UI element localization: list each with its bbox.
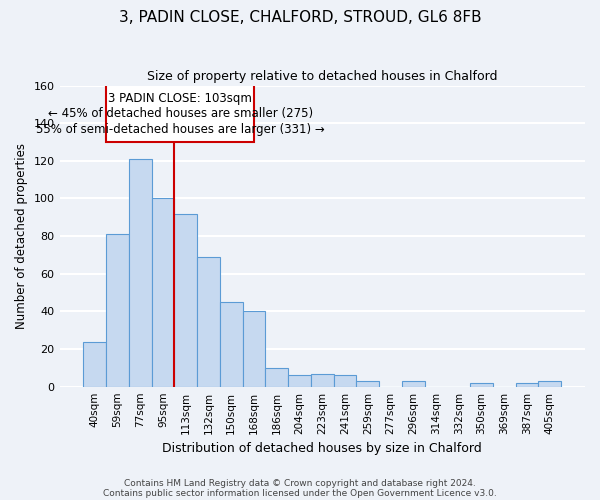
Text: 3, PADIN CLOSE, CHALFORD, STROUD, GL6 8FB: 3, PADIN CLOSE, CHALFORD, STROUD, GL6 8F…: [119, 10, 481, 25]
Bar: [470, 383, 493, 386]
Bar: [175, 214, 197, 386]
Bar: [129, 159, 152, 386]
Bar: [242, 312, 265, 386]
Bar: [152, 198, 175, 386]
Bar: [402, 381, 425, 386]
Text: Contains HM Land Registry data © Crown copyright and database right 2024.: Contains HM Land Registry data © Crown c…: [124, 478, 476, 488]
Bar: [220, 302, 242, 386]
Bar: [538, 381, 561, 386]
Bar: [515, 383, 538, 386]
Bar: [288, 376, 311, 386]
X-axis label: Distribution of detached houses by size in Chalford: Distribution of detached houses by size …: [163, 442, 482, 455]
Bar: [106, 234, 129, 386]
Title: Size of property relative to detached houses in Chalford: Size of property relative to detached ho…: [147, 70, 497, 83]
Text: ← 45% of detached houses are smaller (275): ← 45% of detached houses are smaller (27…: [47, 107, 313, 120]
Bar: [83, 342, 106, 386]
Bar: [311, 374, 334, 386]
Bar: [356, 381, 379, 386]
Y-axis label: Number of detached properties: Number of detached properties: [15, 143, 28, 329]
Text: 55% of semi-detached houses are larger (331) →: 55% of semi-detached houses are larger (…: [36, 123, 325, 136]
Text: 3 PADIN CLOSE: 103sqm: 3 PADIN CLOSE: 103sqm: [108, 92, 252, 105]
Bar: [197, 257, 220, 386]
Bar: [334, 376, 356, 386]
Text: Contains public sector information licensed under the Open Government Licence v3: Contains public sector information licen…: [103, 488, 497, 498]
Bar: [265, 368, 288, 386]
Polygon shape: [106, 84, 254, 142]
